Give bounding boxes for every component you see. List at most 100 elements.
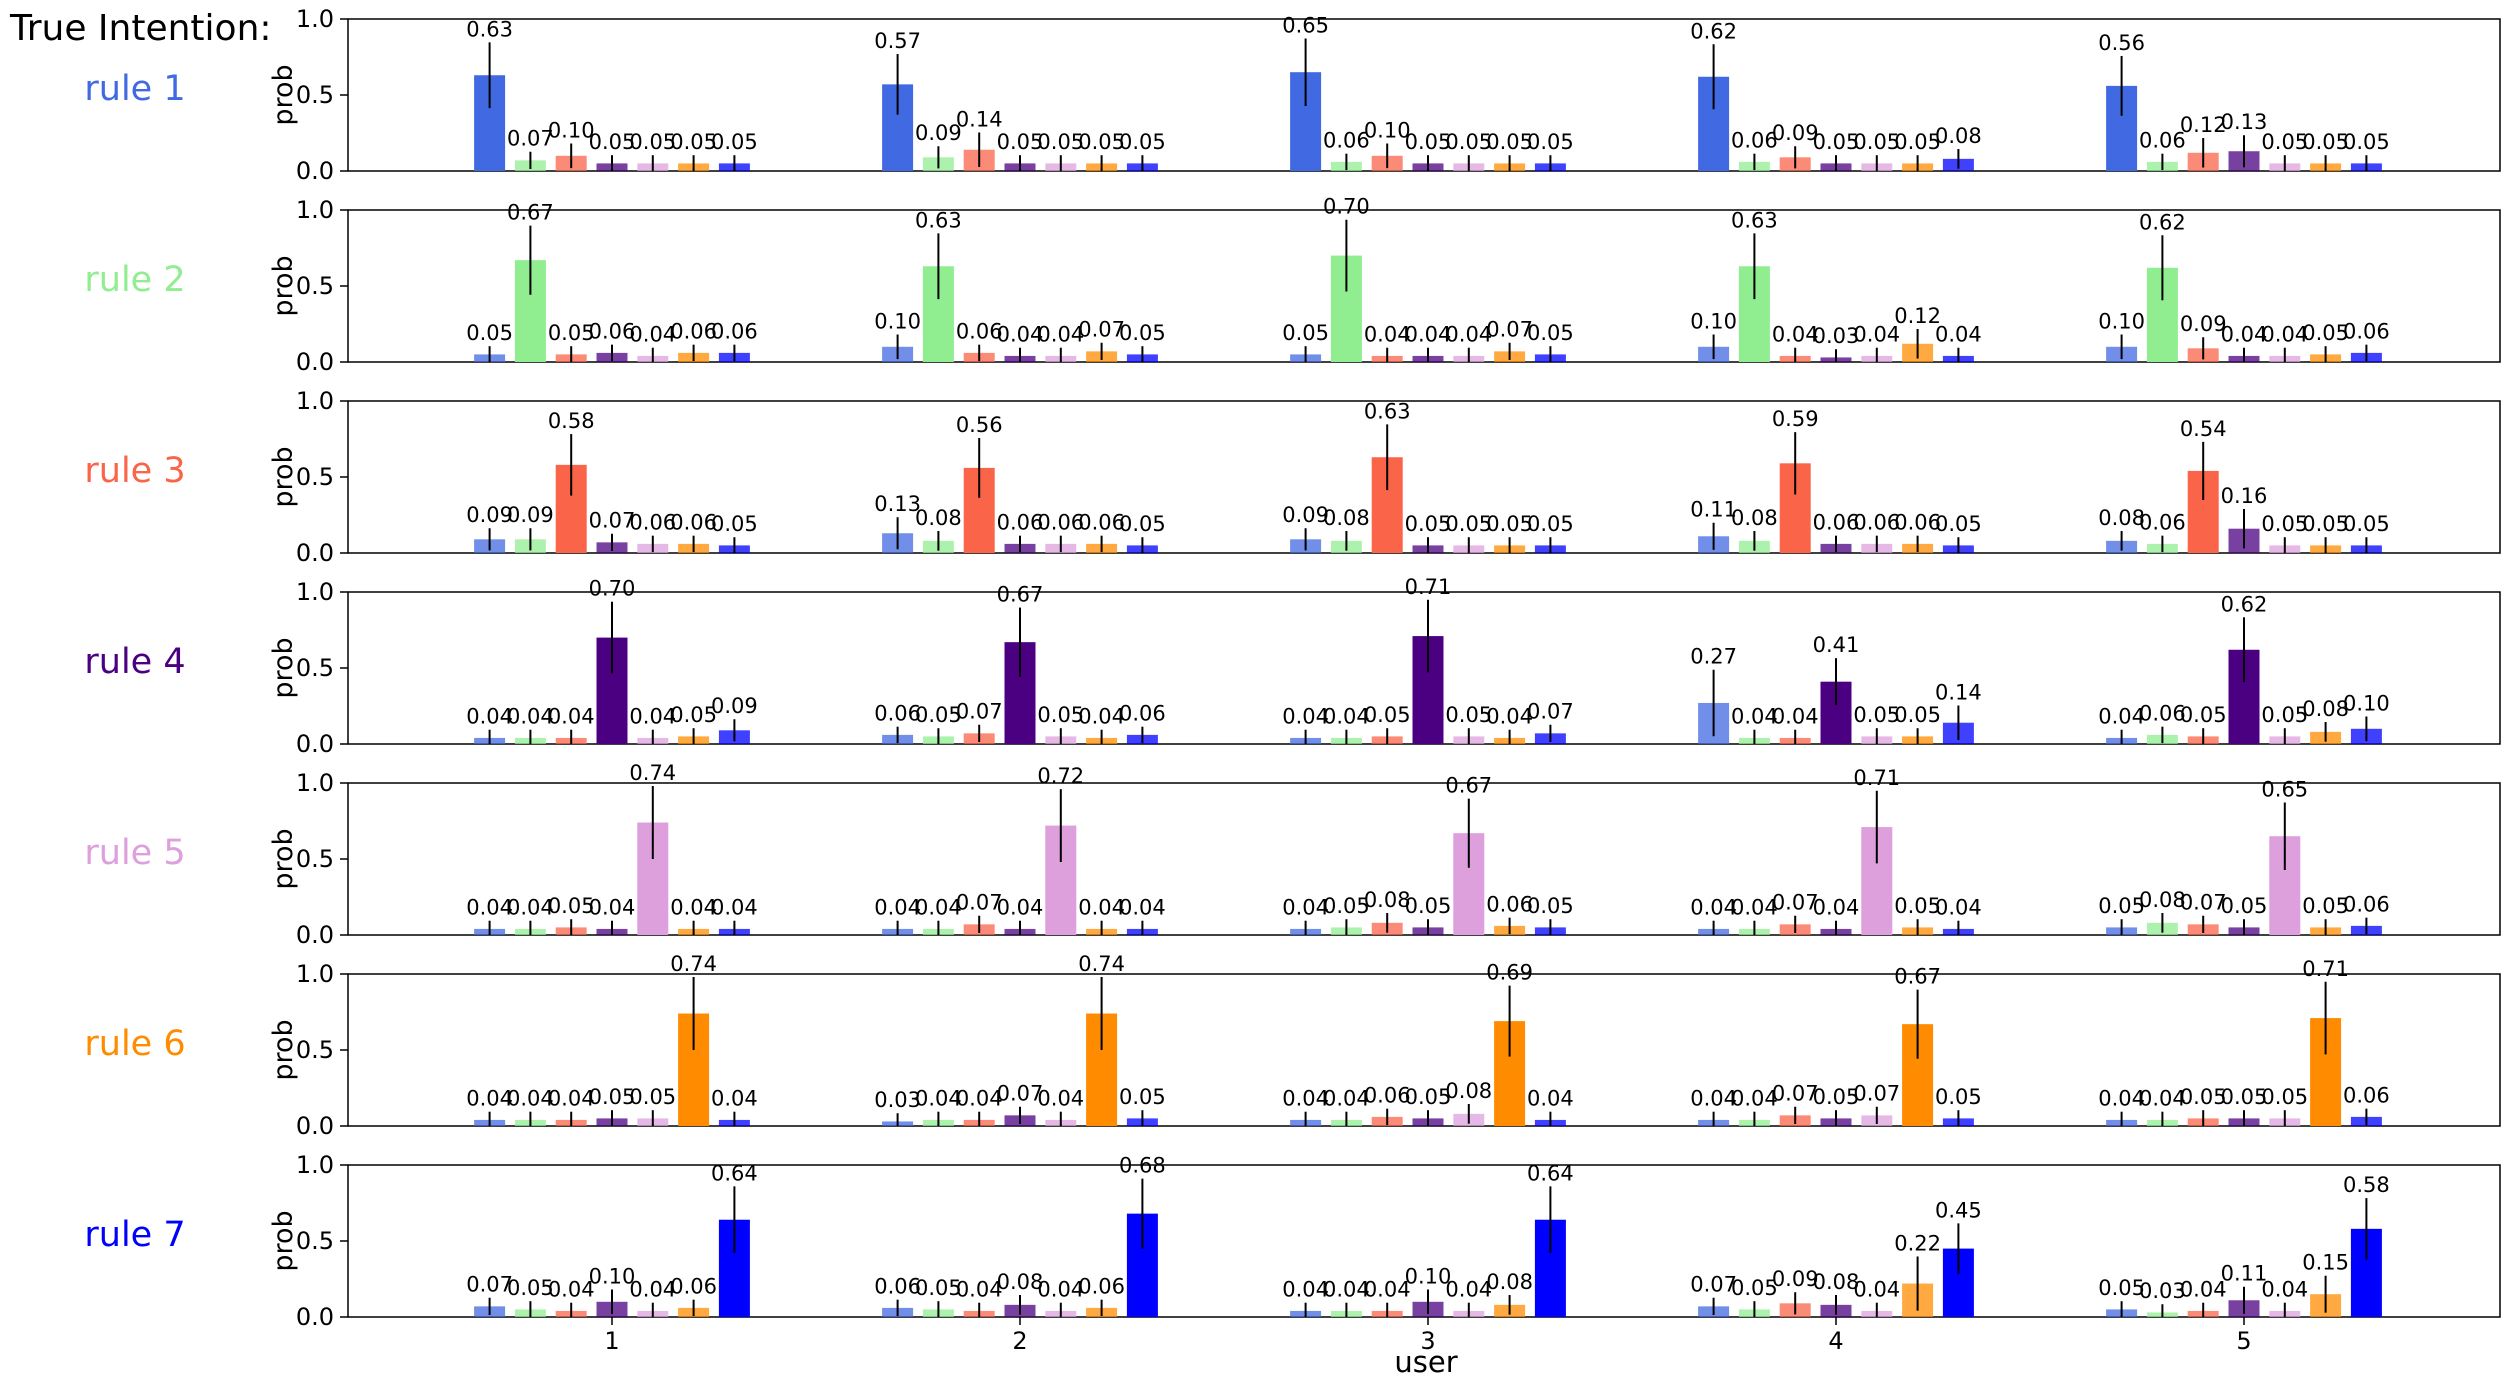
bar-value-label: 0.07 [1690, 1273, 1737, 1297]
bar-value-label: 0.05 [1486, 130, 1533, 154]
bar-value-label: 0.04 [874, 896, 921, 920]
bar-value-label: 0.04 [956, 1278, 1003, 1302]
bar-value-label: 0.04 [507, 705, 554, 729]
bar-value-label: 0.13 [874, 492, 921, 516]
bar-value-label: 0.71 [1405, 575, 1452, 599]
bar-value-label: 0.05 [1119, 130, 1166, 154]
bar-value-label: 0.06 [670, 1275, 717, 1299]
bar-value-label: 0.05 [466, 321, 513, 345]
bar-value-label: 0.05 [670, 130, 717, 154]
bar-value-label: 0.05 [1894, 130, 1941, 154]
bar-value-label: 0.05 [1853, 130, 1900, 154]
y-axis-label: prob [268, 255, 299, 316]
bar-value-label: 0.09 [1772, 121, 1819, 145]
bar-value-label: 0.05 [1813, 130, 1860, 154]
bar-value-label: 0.08 [1323, 506, 1370, 530]
bar-value-label: 0.07 [589, 509, 636, 533]
y-axis-label: prob [268, 446, 299, 507]
bar-value-label: 0.05 [711, 512, 758, 536]
bar-value-label: 0.58 [2343, 1173, 2390, 1197]
bar-value-label: 0.15 [2302, 1251, 2349, 1275]
bar-value-label: 0.63 [1364, 399, 1411, 423]
bar-value-label: 0.57 [874, 29, 921, 53]
y-tick-label: 0.5 [296, 272, 334, 300]
bar-value-label: 0.69 [1486, 961, 1533, 985]
bar-value-label: 0.04 [2139, 1087, 2186, 1111]
bar-value-label: 0.04 [1282, 896, 1329, 920]
bar-value-label: 0.08 [997, 1270, 1044, 1294]
bar-value-label: 0.04 [1935, 896, 1982, 920]
bar-value-label: 0.05 [2261, 130, 2308, 154]
bar-value-label: 0.71 [2302, 957, 2349, 981]
bar-value-label: 0.04 [1282, 1278, 1329, 1302]
bar-value-label: 0.05 [1935, 1085, 1982, 1109]
bar-value-label: 0.05 [2343, 130, 2390, 154]
bar-value-label: 0.06 [670, 511, 717, 535]
y-axis-label: prob [268, 1019, 299, 1080]
bar-value-label: 0.05 [1282, 321, 1329, 345]
bar-value-label: 0.03 [1813, 324, 1860, 348]
bar-value-label: 0.08 [2302, 697, 2349, 721]
bar-value-label: 0.10 [2098, 309, 2145, 333]
bar-value-label: 0.05 [2261, 703, 2308, 727]
bar-value-label: 0.04 [915, 896, 962, 920]
bar-value-label: 0.04 [466, 705, 513, 729]
x-tick-label: 4 [1828, 1327, 1843, 1355]
bar-value-label: 0.05 [2302, 894, 2349, 918]
bar-value-label: 0.04 [1690, 896, 1737, 920]
bar-value-label: 0.05 [1445, 130, 1492, 154]
bar-value-label: 0.09 [1282, 503, 1329, 527]
bar-value-label: 0.05 [1405, 1085, 1452, 1109]
bar-value-label: 0.04 [915, 1087, 962, 1111]
bar-value-label: 0.04 [2261, 323, 2308, 347]
bar-value-label: 0.10 [874, 309, 921, 333]
bar-value-label: 0.04 [1364, 323, 1411, 347]
bar-value-label: 0.68 [1119, 1154, 1166, 1178]
bar-value-label: 0.67 [507, 201, 554, 225]
bar-value-label: 0.06 [874, 1275, 921, 1299]
bar-value-label: 0.16 [2221, 484, 2268, 508]
bar-value-label: 0.04 [1078, 896, 1125, 920]
bar-value-label: 0.05 [915, 1276, 962, 1300]
bar-value-label: 0.07 [956, 891, 1003, 915]
bar-value-label: 0.08 [2098, 506, 2145, 530]
bar-value-label: 0.04 [1037, 1278, 1084, 1302]
bar-value-label: 0.13 [2221, 110, 2268, 134]
bar-value-label: 0.04 [548, 705, 595, 729]
bar-value-label: 0.04 [997, 896, 1044, 920]
bar-value-label: 0.04 [1731, 705, 1778, 729]
bar-value-label: 0.04 [1445, 323, 1492, 347]
bar-value-label: 0.04 [1772, 705, 1819, 729]
bar-value-label: 0.70 [589, 577, 636, 601]
y-tick-label: 0.5 [296, 845, 334, 873]
bar-value-label: 0.05 [1527, 130, 1574, 154]
bar-value-label: 0.05 [1486, 512, 1533, 536]
bar-value-label: 0.04 [997, 323, 1044, 347]
bar-value-label: 0.64 [711, 1161, 758, 1185]
bar-value-label: 0.08 [1935, 124, 1982, 148]
bar-value-label: 0.62 [2139, 210, 2186, 234]
bar-value-label: 0.62 [2221, 592, 2268, 616]
bar-value-label: 0.05 [629, 130, 676, 154]
bar-value-label: 0.04 [1323, 1087, 1370, 1111]
y-tick-label: 0.0 [296, 539, 334, 567]
bar-value-label: 0.06 [711, 320, 758, 344]
bar-value-label: 0.05 [1364, 703, 1411, 727]
bar-value-label: 0.74 [1078, 952, 1125, 976]
y-tick-label: 1.0 [296, 769, 334, 797]
bar-value-label: 0.12 [2180, 113, 2227, 137]
bar-value-label: 0.10 [589, 1264, 636, 1288]
bar-value-label: 0.74 [670, 952, 717, 976]
bar-value-label: 0.04 [1282, 705, 1329, 729]
x-tick-label: 1 [604, 1327, 619, 1355]
rule-label-7: rule 7 [84, 1215, 186, 1255]
bar-value-label: 0.03 [2139, 1279, 2186, 1303]
bar-value-label: 0.06 [670, 320, 717, 344]
bar-value-label: 0.06 [874, 702, 921, 726]
bar-value-label: 0.56 [2098, 31, 2145, 55]
bar-value-label: 0.07 [1078, 318, 1125, 342]
y-tick-label: 0.5 [296, 654, 334, 682]
bar-value-label: 0.04 [1527, 1087, 1574, 1111]
bar-value-label: 0.05 [1445, 512, 1492, 536]
bar-value-label: 0.04 [1731, 1087, 1778, 1111]
